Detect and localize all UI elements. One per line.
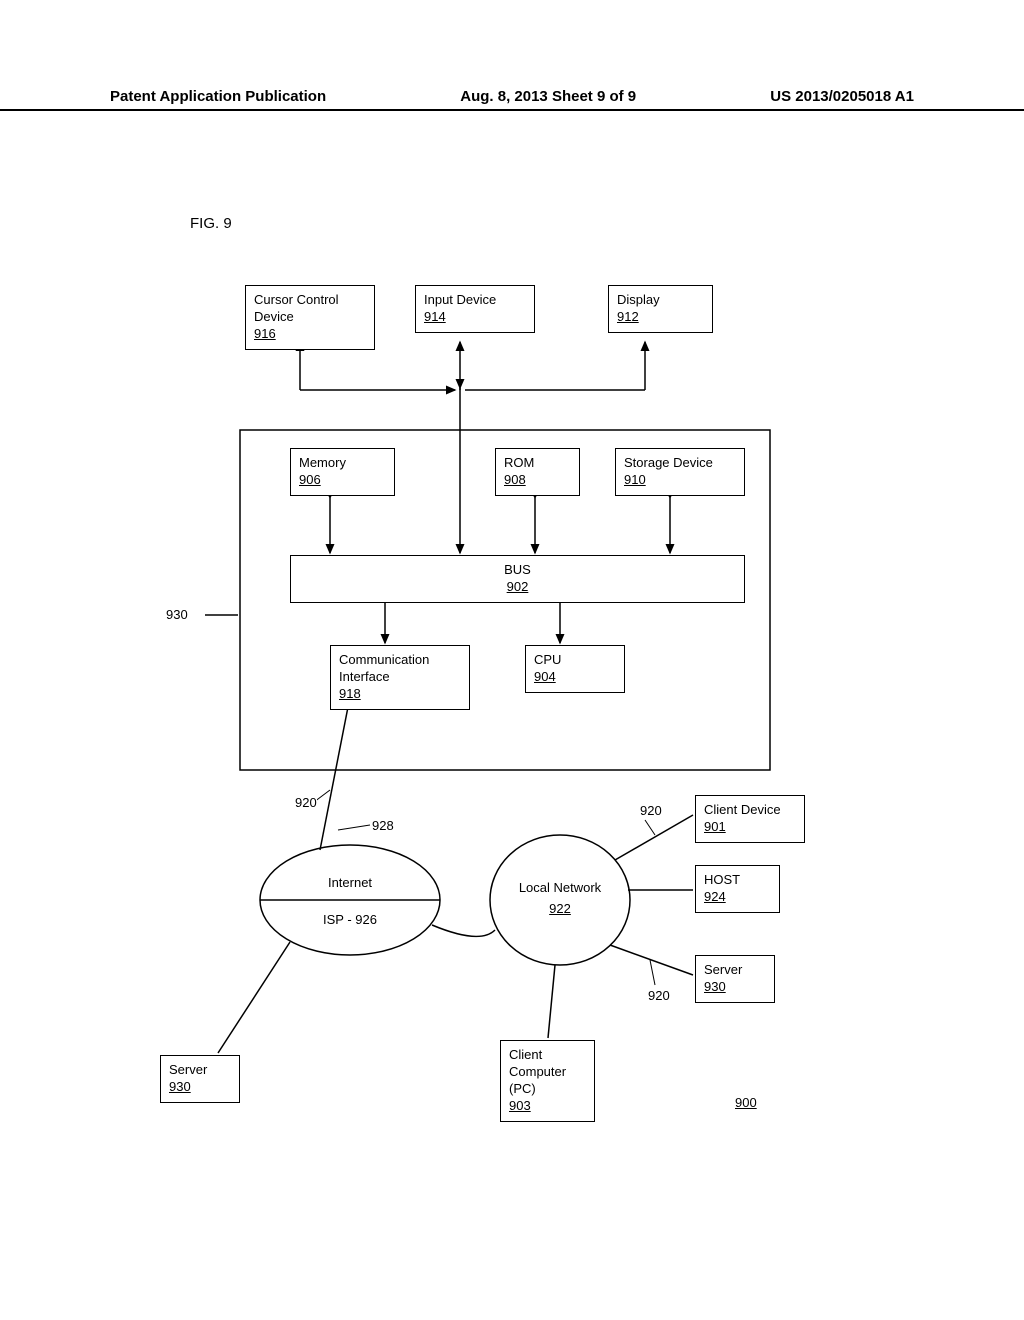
label-920-b: 920 — [640, 803, 662, 818]
box-ref: 912 — [617, 309, 704, 326]
box-cursor-control: Cursor Control Device 916 — [245, 285, 375, 350]
local-network-label: Local Network 922 — [510, 880, 610, 916]
box-display: Display 912 — [608, 285, 713, 333]
box-title: CPU — [534, 652, 616, 669]
box-title: Communication Interface — [339, 652, 461, 686]
box-server-left: Server 930 — [160, 1055, 240, 1103]
box-ref: 916 — [254, 326, 366, 343]
box-ref: 924 — [704, 889, 771, 906]
box-ref: 930 — [169, 1079, 231, 1096]
box-title: Storage Device — [624, 455, 736, 472]
box-ref: 906 — [299, 472, 386, 489]
box-ref: 910 — [624, 472, 736, 489]
local-ref: 922 — [549, 901, 571, 916]
label-920-a: 920 — [295, 795, 317, 810]
box-title: ROM — [504, 455, 571, 472]
box-title: Cursor Control Device — [254, 292, 366, 326]
box-title: BUS — [299, 562, 736, 579]
box-rom: ROM 908 — [495, 448, 580, 496]
box-ref: 914 — [424, 309, 526, 326]
connectors — [0, 0, 1024, 1320]
box-server-right: Server 930 — [695, 955, 775, 1003]
label-900: 900 — [735, 1095, 757, 1110]
isp-label: ISP - 926 — [300, 912, 400, 927]
box-ref: 908 — [504, 472, 571, 489]
page: Patent Application Publication Aug. 8, 2… — [0, 0, 1024, 1320]
label-920-c: 920 — [648, 988, 670, 1003]
box-storage: Storage Device 910 — [615, 448, 745, 496]
box-title: Display — [617, 292, 704, 309]
label-928: 928 — [372, 818, 394, 833]
box-ref: 902 — [507, 579, 529, 596]
box-title: Client Device — [704, 802, 796, 819]
local-title: Local Network — [510, 880, 610, 895]
box-client-device: Client Device 901 — [695, 795, 805, 843]
box-ref: 901 — [704, 819, 796, 836]
box-memory: Memory 906 — [290, 448, 395, 496]
box-cpu: CPU 904 — [525, 645, 625, 693]
box-client-pc: Client Computer (PC) 903 — [500, 1040, 595, 1122]
box-ref: 918 — [339, 686, 461, 703]
box-title: Server — [704, 962, 766, 979]
label-930: 930 — [166, 607, 188, 622]
box-title: Input Device — [424, 292, 526, 309]
internet-label: Internet — [305, 875, 395, 890]
box-title: Client Computer (PC) — [509, 1047, 586, 1098]
box-title: HOST — [704, 872, 771, 889]
box-ref: 904 — [534, 669, 616, 686]
box-bus: BUS 902 — [290, 555, 745, 603]
box-input-device: Input Device 914 — [415, 285, 535, 333]
box-title: Memory — [299, 455, 386, 472]
box-comm-interface: Communication Interface 918 — [330, 645, 470, 710]
box-host: HOST 924 — [695, 865, 780, 913]
box-title: Server — [169, 1062, 231, 1079]
box-ref: 903 — [509, 1098, 531, 1113]
box-ref: 930 — [704, 979, 766, 996]
